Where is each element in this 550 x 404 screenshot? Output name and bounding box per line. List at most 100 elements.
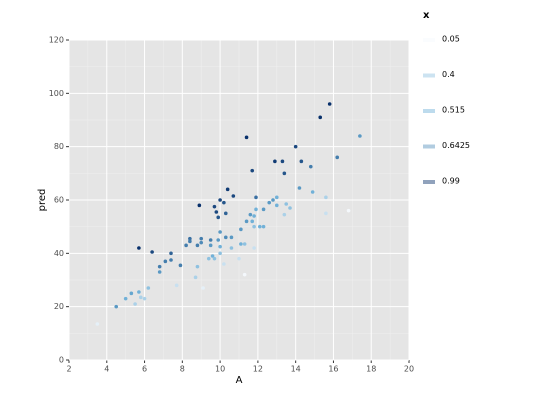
point bbox=[327, 102, 332, 106]
point bbox=[261, 224, 266, 229]
point bbox=[229, 246, 234, 250]
point bbox=[324, 211, 328, 216]
point bbox=[274, 195, 279, 200]
legend-label: 0.6425 bbox=[442, 141, 470, 150]
point bbox=[308, 164, 313, 169]
point bbox=[133, 302, 137, 306]
legend-label: 0.4 bbox=[442, 70, 455, 79]
point bbox=[193, 275, 198, 280]
legend-title: x bbox=[423, 10, 430, 21]
point bbox=[252, 214, 256, 218]
point bbox=[163, 259, 168, 264]
point bbox=[208, 243, 213, 248]
point bbox=[188, 236, 192, 241]
x-tick-label: 10 bbox=[215, 365, 225, 374]
point bbox=[225, 187, 230, 192]
point bbox=[282, 212, 287, 217]
y-tick-label: 80 bbox=[54, 142, 64, 151]
legend-key bbox=[423, 38, 435, 42]
point bbox=[178, 263, 183, 268]
y-tick-label: 40 bbox=[54, 249, 64, 258]
point bbox=[169, 251, 173, 256]
point bbox=[237, 256, 241, 261]
point bbox=[212, 256, 217, 261]
point bbox=[222, 262, 226, 266]
point bbox=[239, 242, 243, 246]
point bbox=[244, 219, 249, 224]
point bbox=[223, 235, 228, 240]
point bbox=[335, 155, 340, 160]
point bbox=[169, 258, 173, 262]
point bbox=[157, 270, 162, 274]
legend-key bbox=[423, 180, 435, 184]
point bbox=[274, 203, 279, 208]
point bbox=[346, 208, 351, 213]
x-tick-label: 4 bbox=[104, 365, 109, 374]
point bbox=[280, 159, 285, 164]
x-tick-label: 6 bbox=[142, 365, 147, 374]
point bbox=[206, 256, 211, 261]
point bbox=[146, 286, 151, 290]
point bbox=[150, 250, 154, 254]
point bbox=[242, 242, 247, 246]
point bbox=[123, 296, 128, 301]
point bbox=[273, 159, 277, 164]
point bbox=[252, 224, 256, 229]
point bbox=[188, 239, 192, 244]
x-tick-label: 12 bbox=[253, 365, 263, 374]
y-axis-title: pred bbox=[37, 189, 48, 212]
point bbox=[284, 202, 289, 206]
point bbox=[157, 264, 162, 269]
point bbox=[229, 235, 234, 240]
point bbox=[208, 238, 213, 242]
y-tick-label: 20 bbox=[54, 302, 64, 311]
y-tick-label: 60 bbox=[54, 196, 64, 205]
x-tick-label: 2 bbox=[66, 365, 71, 374]
point bbox=[184, 243, 188, 248]
point bbox=[244, 135, 249, 140]
point bbox=[231, 194, 236, 198]
point bbox=[195, 264, 200, 269]
x-tick-label: 18 bbox=[366, 365, 376, 374]
point bbox=[210, 254, 215, 258]
point bbox=[248, 212, 253, 217]
point bbox=[252, 246, 256, 250]
point bbox=[201, 286, 205, 290]
point bbox=[358, 134, 362, 138]
legend-label: 0.05 bbox=[442, 35, 460, 44]
point bbox=[197, 203, 202, 208]
point bbox=[282, 171, 287, 176]
point bbox=[257, 224, 262, 229]
point bbox=[297, 186, 302, 190]
point bbox=[137, 290, 141, 294]
legend-key bbox=[423, 144, 435, 149]
y-tick-label: 0 bbox=[59, 356, 64, 365]
point bbox=[288, 206, 292, 210]
point bbox=[218, 244, 222, 249]
point bbox=[138, 295, 143, 300]
point bbox=[218, 230, 222, 234]
legend-label: 0.99 bbox=[442, 177, 460, 186]
point bbox=[129, 291, 134, 296]
x-tick-label: 20 bbox=[404, 365, 414, 374]
point bbox=[195, 243, 200, 248]
point bbox=[261, 207, 266, 212]
x-axis-title: A bbox=[236, 375, 243, 386]
point bbox=[318, 115, 323, 120]
point bbox=[212, 204, 217, 209]
point bbox=[114, 304, 119, 309]
point bbox=[254, 195, 258, 200]
point bbox=[254, 207, 258, 212]
point bbox=[250, 168, 255, 173]
point bbox=[95, 322, 100, 326]
x-tick-label: 16 bbox=[328, 365, 338, 374]
y-tick-label: 120 bbox=[49, 36, 64, 45]
point bbox=[324, 195, 328, 200]
y-tick-label: 100 bbox=[49, 89, 64, 98]
legend-label: 0.515 bbox=[442, 106, 465, 115]
point bbox=[310, 190, 315, 194]
point bbox=[218, 251, 222, 256]
point bbox=[250, 219, 255, 224]
point bbox=[267, 200, 272, 205]
